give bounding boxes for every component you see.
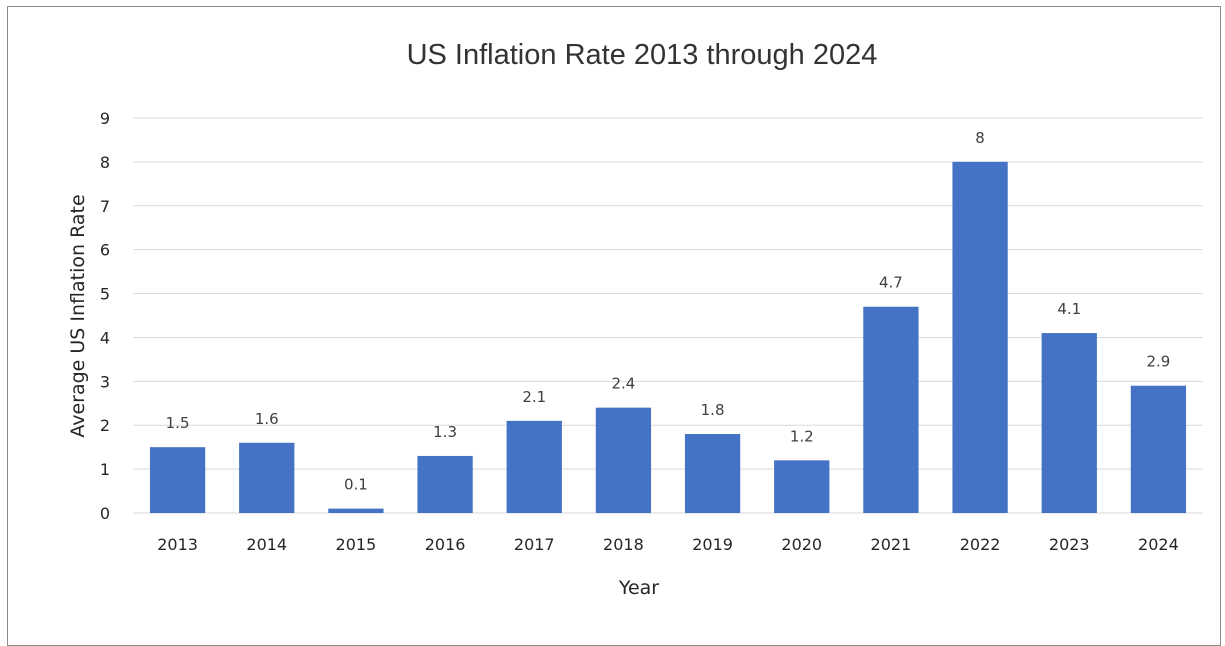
bar <box>863 306 919 513</box>
x-axis-title: Year <box>618 577 659 599</box>
data-label: 1.8 <box>701 401 725 419</box>
data-label: 2.1 <box>522 388 546 406</box>
gridlines <box>133 117 1203 514</box>
bar <box>506 420 562 513</box>
data-label: 1.5 <box>166 414 190 432</box>
data-label: 1.2 <box>790 427 814 445</box>
x-tick-label: 2013 <box>157 535 198 554</box>
chart-frame <box>7 6 1221 646</box>
y-tick-label: 8 <box>100 153 110 172</box>
chart-title: US Inflation Rate 2013 through 2024 <box>407 39 878 71</box>
x-tick-label: 2015 <box>336 535 377 554</box>
x-tick-label: 2020 <box>781 535 822 554</box>
y-axis-title: Average US Inflation Rate <box>67 194 89 437</box>
bar <box>952 161 1008 513</box>
x-tick-label: 2014 <box>246 535 287 554</box>
y-tick-label: 6 <box>100 241 110 260</box>
y-tick-label: 5 <box>100 285 110 304</box>
x-tick-label: 2019 <box>692 535 733 554</box>
bar <box>1130 385 1187 513</box>
x-axis-ticks: 2013 2014 2015 2016 2017 2018 2019 2020 2021 2022… <box>157 535 1179 554</box>
x-tick-label: 2021 <box>871 535 912 554</box>
bar <box>239 442 295 513</box>
bar <box>328 508 384 513</box>
data-labels: 1.5 1.6 0.1 1.3 2.1 2.4 1.8 1.2 4.7 8 4.1 2.9 <box>166 129 1171 494</box>
y-tick-label: 4 <box>100 328 110 347</box>
y-tick-label: 3 <box>100 372 110 391</box>
y-tick-label: 1 <box>100 460 110 479</box>
bar <box>1041 333 1097 513</box>
y-tick-label: 0 <box>100 504 110 523</box>
data-label: 1.3 <box>433 423 457 441</box>
data-label: 2.9 <box>1146 353 1170 371</box>
bar <box>417 455 473 513</box>
bar <box>774 460 830 513</box>
data-label: 2.4 <box>611 375 635 393</box>
x-tick-label: 2017 <box>514 535 555 554</box>
bars <box>149 161 1187 513</box>
x-tick-label: 2024 <box>1138 535 1179 554</box>
y-tick-label: 9 <box>100 109 110 128</box>
y-tick-label: 2 <box>100 416 110 435</box>
x-tick-label: 2018 <box>603 535 644 554</box>
data-label: 0.1 <box>344 476 368 494</box>
y-tick-label: 7 <box>100 197 110 216</box>
bar <box>595 407 652 513</box>
bar <box>149 447 206 513</box>
data-label: 1.6 <box>255 410 279 428</box>
bar <box>684 434 741 513</box>
data-label: 4.1 <box>1057 300 1081 318</box>
data-label: 4.7 <box>879 274 903 292</box>
x-tick-label: 2022 <box>960 535 1001 554</box>
x-tick-label: 2016 <box>425 535 466 554</box>
x-tick-label: 2023 <box>1049 535 1090 554</box>
data-label: 8 <box>975 129 985 147</box>
y-axis-ticks: 0 1 2 3 4 5 6 7 8 9 <box>100 109 110 523</box>
